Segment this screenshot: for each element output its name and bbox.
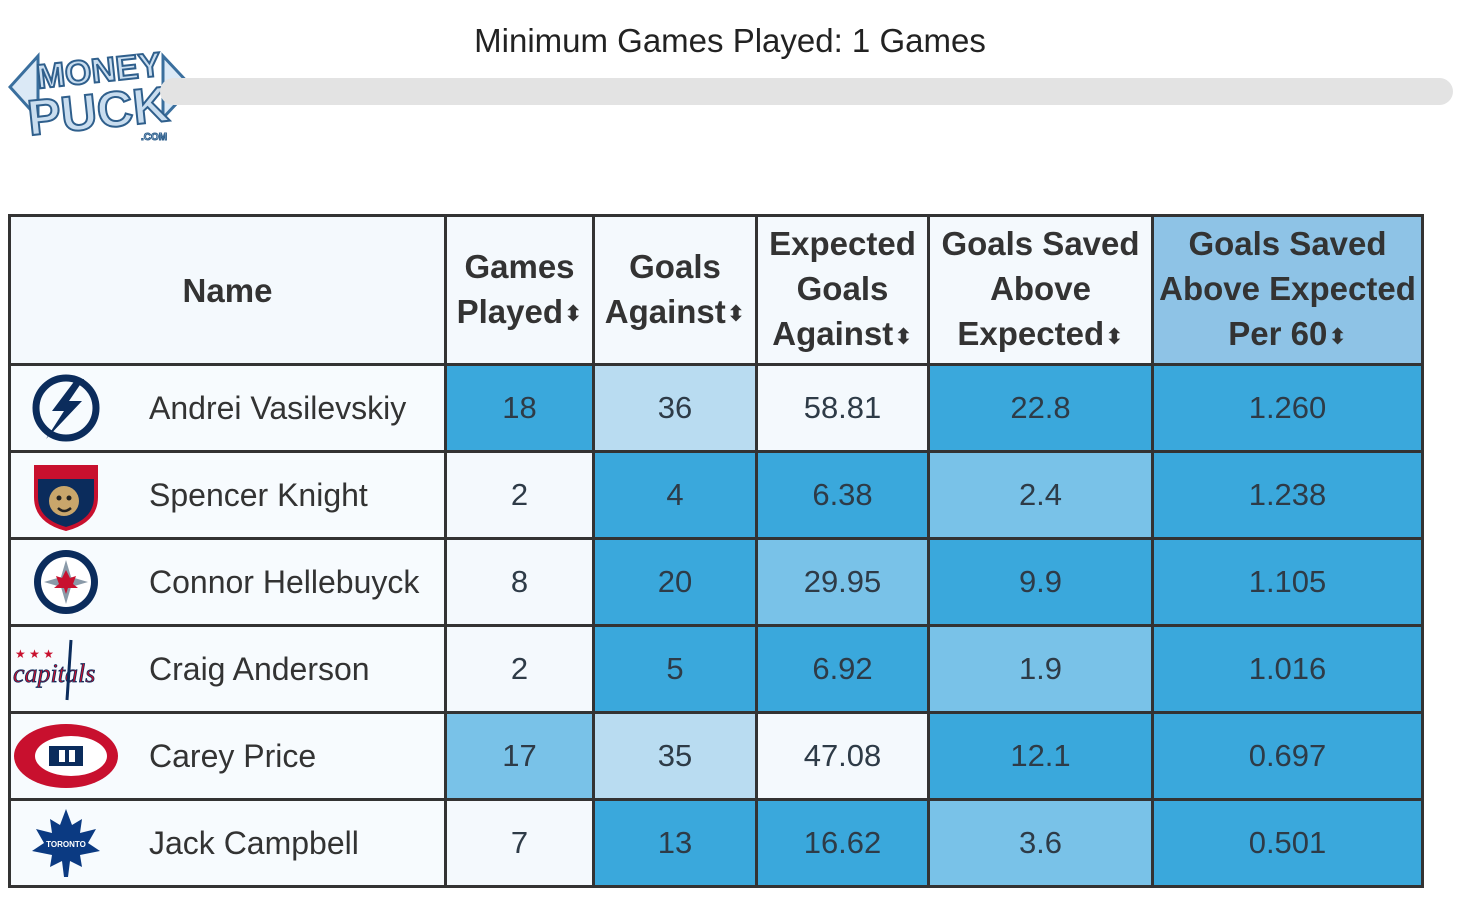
gsax-per-60-cell: 0.501 (1151, 798, 1424, 888)
header-games-played[interactable]: Games Played⬍ (444, 214, 595, 366)
player-cell: Andrei Vasilevskiy (8, 363, 447, 453)
table-header-row: Name Games Played⬍ Goals Against⬍ Expected… (8, 214, 1424, 366)
player-name: Carey Price (149, 737, 317, 774)
header-gsax[interactable]: Goals Saved Above Expected⬍ (927, 214, 1154, 366)
player-cell: ★ ★ ★ capitals Craig Anderson (8, 624, 447, 714)
player-name: Jack Campbell (149, 824, 359, 861)
player-name: Spencer Knight (149, 476, 368, 513)
sort-icon[interactable]: ⬍ (1105, 323, 1124, 349)
lightning-logo-icon (13, 368, 122, 449)
header-goals-against[interactable]: Goals Against⬍ (592, 214, 758, 366)
expected-goals-against-cell: 29.95 (755, 537, 930, 627)
sort-icon[interactable]: ⬍ (563, 301, 583, 327)
goals-against-cell: 4 (592, 450, 758, 540)
expected-goals-against-cell: 16.62 (755, 798, 930, 888)
gsax-per-60-cell: 1.238 (1151, 450, 1424, 540)
expected-goals-against-cell: 6.38 (755, 450, 930, 540)
player-cell: Spencer Knight (8, 450, 447, 540)
player-name: Andrei Vasilevskiy (149, 389, 407, 426)
header-expected-goals-against[interactable]: Expected Goals Against⬍ (755, 214, 930, 366)
gsax-per-60-cell: 1.260 (1151, 363, 1424, 453)
goalie-stats-table: Name Games Played⬍ Goals Against⬍ Expected… (8, 214, 1424, 888)
sort-icon[interactable]: ⬍ (726, 301, 746, 327)
svg-text:capitals: capitals (13, 659, 95, 688)
games-played-cell: 18 (444, 363, 595, 453)
sort-icon[interactable]: ⬍ (894, 323, 913, 349)
goals-against-cell: 5 (592, 624, 758, 714)
left-arrow-icon (7, 52, 40, 122)
player-name: Connor Hellebuyck (149, 563, 420, 600)
expected-goals-against-cell: 6.92 (755, 624, 930, 714)
player-name: Craig Anderson (149, 650, 370, 687)
gsax-cell: 2.4 (927, 450, 1154, 540)
gsax-per-60-cell: 0.697 (1151, 711, 1424, 801)
goals-against-cell: 13 (592, 798, 758, 888)
games-played-cell: 8 (444, 537, 595, 627)
sort-icon[interactable]: ⬍ (1328, 323, 1347, 349)
gsax-cell: 9.9 (927, 537, 1154, 627)
table-row: Carey Price 17 35 47.08 12.1 0.697 (8, 711, 1424, 801)
goals-against-cell: 36 (592, 363, 758, 453)
gsax-cell: 22.8 (927, 363, 1154, 453)
goals-against-cell: 35 (592, 711, 758, 801)
panthers-logo-icon (13, 455, 122, 536)
games-played-cell: 7 (444, 798, 595, 888)
table-row: Spencer Knight 2 4 6.38 2.4 1.238 (8, 450, 1424, 540)
games-played-cell: 2 (444, 450, 595, 540)
header-gsax-per-60[interactable]: Goals Saved Above Expected Per 60⬍ (1151, 214, 1424, 366)
gsax-per-60-cell: 1.016 (1151, 624, 1424, 714)
player-cell: TORONTO Jack Campbell (8, 798, 447, 888)
games-played-cell: 17 (444, 711, 595, 801)
min-games-slider[interactable] (160, 78, 1453, 105)
table-row: ★ ★ ★ capitals Craig Anderson 2 5 6.92 1… (8, 624, 1424, 714)
maple-leafs-logo-icon: TORONTO (13, 803, 122, 884)
canadiens-logo-icon (13, 716, 122, 797)
goals-against-cell: 20 (592, 537, 758, 627)
header-name: Name (8, 214, 447, 366)
gsax-cell: 12.1 (927, 711, 1154, 801)
gsax-per-60-cell: 1.105 (1151, 537, 1424, 627)
jets-logo-icon (13, 542, 122, 623)
table-row: TORONTO Jack Campbell 7 13 16.62 3.6 0.5… (8, 798, 1424, 888)
table-row: Connor Hellebuyck 8 20 29.95 9.9 1.105 (8, 537, 1424, 627)
gsax-cell: 3.6 (927, 798, 1154, 888)
player-cell: Carey Price (8, 711, 447, 801)
moneypuck-logo: MONEY PUCK .COM (7, 34, 198, 150)
expected-goals-against-cell: 47.08 (755, 711, 930, 801)
expected-goals-against-cell: 58.81 (755, 363, 930, 453)
svg-text:TORONTO: TORONTO (46, 840, 86, 849)
svg-text:.COM: .COM (141, 132, 167, 143)
capitals-logo-icon: ★ ★ ★ capitals (13, 629, 122, 710)
games-played-cell: 2 (444, 624, 595, 714)
gsax-cell: 1.9 (927, 624, 1154, 714)
min-games-label: Minimum Games Played: 1 Games (474, 22, 986, 59)
player-cell: Connor Hellebuyck (8, 537, 447, 627)
svg-text:★ ★ ★: ★ ★ ★ (15, 647, 54, 661)
table-row: Andrei Vasilevskiy 18 36 58.81 22.8 1.26… (8, 363, 1424, 453)
